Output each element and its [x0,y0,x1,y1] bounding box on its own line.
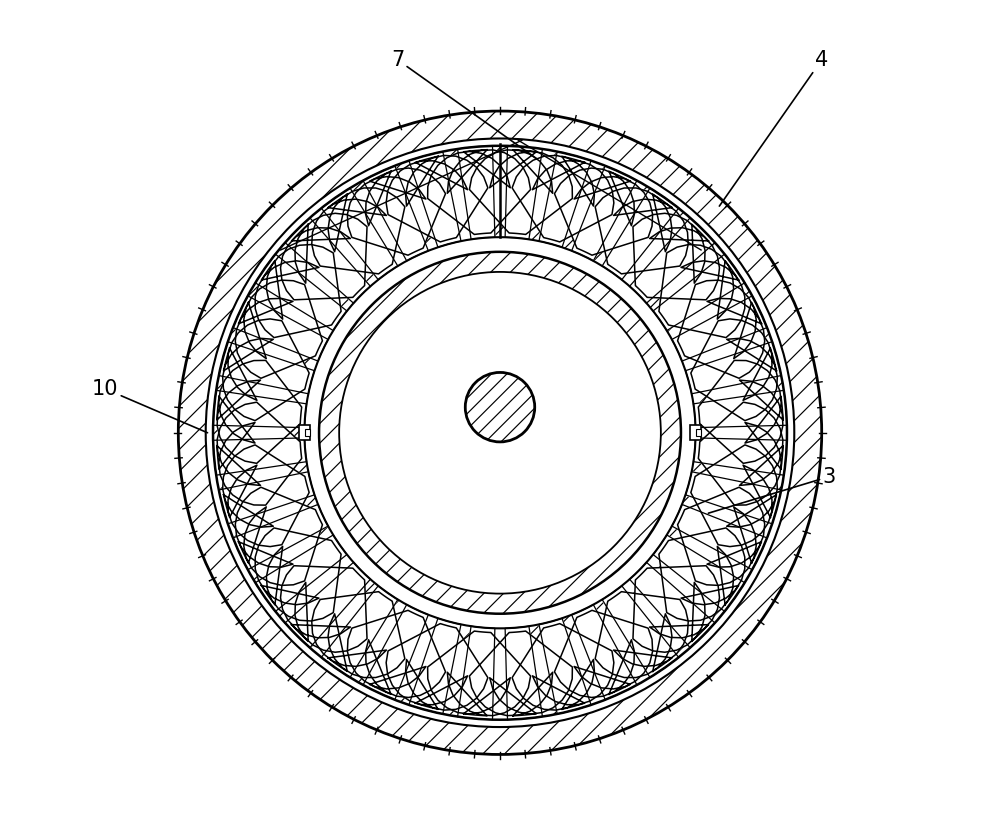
Polygon shape [255,535,347,611]
Polygon shape [602,188,679,280]
Polygon shape [458,146,495,240]
Circle shape [213,146,787,720]
Polygon shape [219,472,315,524]
Polygon shape [691,445,777,546]
Polygon shape [469,150,572,235]
Polygon shape [233,296,328,361]
Polygon shape [255,254,347,330]
Polygon shape [285,562,370,648]
Text: 7: 7 [391,50,537,159]
Circle shape [319,252,681,614]
Polygon shape [469,631,572,716]
Polygon shape [512,623,614,710]
Polygon shape [653,535,745,611]
Polygon shape [347,168,446,255]
Polygon shape [595,591,688,677]
Polygon shape [255,245,341,338]
Polygon shape [672,505,767,569]
Polygon shape [685,472,781,524]
Polygon shape [213,390,307,428]
Polygon shape [363,605,428,699]
Polygon shape [386,155,488,242]
Polygon shape [693,390,787,428]
Polygon shape [691,319,777,420]
Polygon shape [630,562,715,648]
Polygon shape [505,146,542,240]
Polygon shape [363,166,428,261]
Bar [696,429,701,436]
Polygon shape [312,188,405,274]
Polygon shape [572,605,637,699]
Polygon shape [255,528,341,621]
Polygon shape [698,402,783,506]
Polygon shape [633,213,719,300]
Text: 10: 10 [92,379,208,433]
Polygon shape [213,438,307,475]
Polygon shape [572,166,637,261]
Polygon shape [602,586,679,677]
Polygon shape [409,618,461,714]
Polygon shape [685,342,781,393]
Polygon shape [281,566,367,652]
Polygon shape [233,505,328,569]
Polygon shape [458,627,495,720]
Text: 3: 3 [708,466,836,513]
Polygon shape [633,566,719,652]
Polygon shape [428,631,531,716]
Polygon shape [653,254,745,330]
Polygon shape [678,280,765,378]
Polygon shape [428,150,531,235]
Polygon shape [659,528,745,621]
Polygon shape [512,155,614,242]
Polygon shape [595,188,688,274]
Bar [690,425,701,440]
Polygon shape [217,402,302,506]
Polygon shape [285,218,370,303]
Text: 4: 4 [719,50,828,206]
Polygon shape [678,488,765,586]
Circle shape [178,111,822,754]
Polygon shape [312,591,405,677]
Polygon shape [409,151,461,247]
Polygon shape [554,168,653,255]
Polygon shape [321,586,398,677]
Polygon shape [386,623,488,710]
Polygon shape [630,218,715,303]
Polygon shape [223,319,309,420]
Polygon shape [235,488,322,586]
Polygon shape [659,245,745,338]
Polygon shape [672,296,767,361]
Polygon shape [219,342,315,393]
Polygon shape [505,627,542,720]
Polygon shape [217,361,302,463]
Polygon shape [223,445,309,546]
Polygon shape [539,151,591,247]
Circle shape [178,111,822,754]
Bar [305,429,310,436]
Polygon shape [693,438,787,475]
Bar [299,425,310,440]
Polygon shape [235,280,322,378]
Polygon shape [698,361,783,463]
Polygon shape [321,188,398,280]
Polygon shape [554,610,653,698]
Polygon shape [539,618,591,714]
Polygon shape [347,610,446,698]
Polygon shape [281,213,367,300]
